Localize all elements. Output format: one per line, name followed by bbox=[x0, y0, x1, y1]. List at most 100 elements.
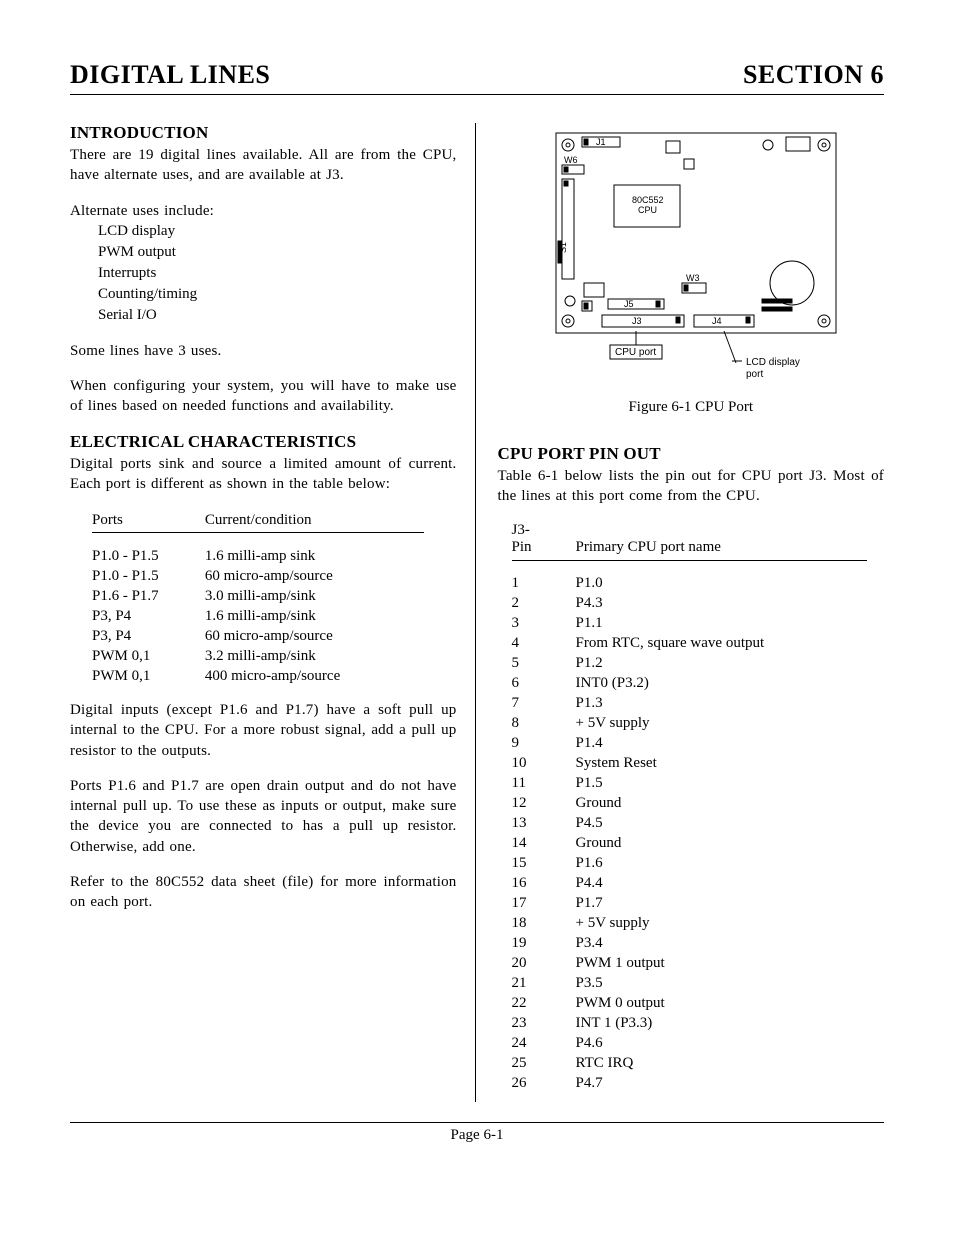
cell-pin: 3 bbox=[512, 614, 576, 634]
col-portname: Primary CPU port name bbox=[576, 522, 868, 561]
cell-pin: 19 bbox=[512, 934, 576, 954]
cell-name: Ground bbox=[576, 834, 868, 854]
table-row: P1.0 - P1.51.6 milli-amp sink bbox=[92, 546, 424, 566]
table-row: 8+ 5V supply bbox=[512, 714, 868, 734]
label-lcd2: port bbox=[746, 369, 763, 380]
cell-pin: 9 bbox=[512, 734, 576, 754]
cell-pin: 13 bbox=[512, 814, 576, 834]
cell-pin: 5 bbox=[512, 654, 576, 674]
cell-name: P1.5 bbox=[576, 774, 868, 794]
alt-uses-intro: Alternate uses include: bbox=[70, 201, 457, 221]
table-row: 15P1.6 bbox=[512, 854, 868, 874]
table-row: 1P1.0 bbox=[512, 574, 868, 594]
cell-pin: 21 bbox=[512, 974, 576, 994]
right-column: J1 W6 80C552 CPU S1 bbox=[476, 123, 885, 1102]
elec-p1: Digital ports sink and source a limited … bbox=[70, 454, 457, 495]
table-row: 12Ground bbox=[512, 794, 868, 814]
cell-current: 1.6 milli-amp/sink bbox=[205, 606, 425, 626]
col-pin: J3- Pin bbox=[512, 522, 576, 561]
cell-port: P3, P4 bbox=[92, 626, 205, 646]
cell-pin: 22 bbox=[512, 994, 576, 1014]
list-item: Serial I/O bbox=[98, 305, 457, 326]
table-row: 6INT0 (P3.2) bbox=[512, 674, 868, 694]
table-row: 20PWM 1 output bbox=[512, 954, 868, 974]
table-row: 26P4.7 bbox=[512, 1074, 868, 1094]
cell-pin: 23 bbox=[512, 1014, 576, 1034]
elec-p2: Digital inputs (except P1.6 and P1.7) ha… bbox=[70, 700, 457, 761]
table-row: 9P1.4 bbox=[512, 734, 868, 754]
cell-name: INT0 (P3.2) bbox=[576, 674, 868, 694]
cell-pin: 2 bbox=[512, 594, 576, 614]
table-row: 14Ground bbox=[512, 834, 868, 854]
table-row: 13P4.5 bbox=[512, 814, 868, 834]
cell-port: P1.6 - P1.7 bbox=[92, 586, 205, 606]
cell-pin: 7 bbox=[512, 694, 576, 714]
intro-p1: There are 19 digital lines available. Al… bbox=[70, 145, 457, 186]
cell-name: P3.4 bbox=[576, 934, 868, 954]
cell-name: P4.3 bbox=[576, 594, 868, 614]
label-j4: J4 bbox=[712, 316, 722, 326]
elec-heading: ELECTRICAL CHARACTERISTICS bbox=[70, 432, 457, 452]
table-row: PWM 0,13.2 milli-amp/sink bbox=[92, 646, 424, 666]
table-row: 19P3.4 bbox=[512, 934, 868, 954]
cell-port: PWM 0,1 bbox=[92, 646, 205, 666]
page-number: Page 6-1 bbox=[451, 1127, 504, 1143]
cell-pin: 16 bbox=[512, 874, 576, 894]
cell-pin: 24 bbox=[512, 1034, 576, 1054]
cell-name: P4.7 bbox=[576, 1074, 868, 1094]
table-row: P3, P460 micro-amp/source bbox=[92, 626, 424, 646]
cell-name: P1.7 bbox=[576, 894, 868, 914]
list-item: Counting/timing bbox=[98, 284, 457, 305]
cell-pin: 17 bbox=[512, 894, 576, 914]
intro-heading: INTRODUCTION bbox=[70, 123, 457, 143]
cell-pin: 10 bbox=[512, 754, 576, 774]
elec-p3: Ports P1.6 and P1.7 are open drain outpu… bbox=[70, 776, 457, 857]
cell-name: INT 1 (P3.3) bbox=[576, 1014, 868, 1034]
cell-name: RTC IRQ bbox=[576, 1054, 868, 1074]
cell-port: PWM 0,1 bbox=[92, 666, 205, 686]
cell-name: PWM 0 output bbox=[576, 994, 868, 1014]
cell-pin: 25 bbox=[512, 1054, 576, 1074]
electrical-table: Ports Current/condition P1.0 - P1.51.6 m… bbox=[92, 509, 424, 686]
table-row: 16P4.4 bbox=[512, 874, 868, 894]
label-w6: W6 bbox=[564, 155, 578, 165]
table-row: 5P1.2 bbox=[512, 654, 868, 674]
elec-p4: Refer to the 80C552 data sheet (file) fo… bbox=[70, 872, 457, 913]
table-row: P1.0 - P1.560 micro-amp/source bbox=[92, 566, 424, 586]
intro-p3: When configuring your system, you will h… bbox=[70, 376, 457, 417]
label-cpu-line2: CPU bbox=[638, 205, 657, 215]
cell-name: P1.0 bbox=[576, 574, 868, 594]
table-row: 2P4.3 bbox=[512, 594, 868, 614]
cell-pin: 15 bbox=[512, 854, 576, 874]
cell-name: P4.6 bbox=[576, 1034, 868, 1054]
page-header: DIGITAL LINES SECTION 6 bbox=[70, 60, 884, 95]
table-row: 10System Reset bbox=[512, 754, 868, 774]
figure-caption: Figure 6-1 CPU Port bbox=[498, 399, 885, 416]
cell-current: 3.0 milli-amp/sink bbox=[205, 586, 425, 606]
cell-pin: 6 bbox=[512, 674, 576, 694]
table-row: 11P1.5 bbox=[512, 774, 868, 794]
table-row: 22PWM 0 output bbox=[512, 994, 868, 1014]
table-row: PWM 0,1400 micro-amp/source bbox=[92, 666, 424, 686]
label-s1: S1 bbox=[558, 242, 568, 253]
label-cpuport: CPU port bbox=[615, 347, 656, 358]
table-row: 17P1.7 bbox=[512, 894, 868, 914]
cell-name: P4.4 bbox=[576, 874, 868, 894]
figure-cpu-port: J1 W6 80C552 CPU S1 bbox=[498, 123, 885, 416]
cell-port: P3, P4 bbox=[92, 606, 205, 626]
cell-name: P1.2 bbox=[576, 654, 868, 674]
cell-name: P3.5 bbox=[576, 974, 868, 994]
cell-name: P4.5 bbox=[576, 814, 868, 834]
list-item: LCD display bbox=[98, 221, 457, 242]
cell-pin: 8 bbox=[512, 714, 576, 734]
table-row: 3P1.1 bbox=[512, 614, 868, 634]
table-row: 21P3.5 bbox=[512, 974, 868, 994]
cell-pin: 4 bbox=[512, 634, 576, 654]
cell-current: 400 micro-amp/source bbox=[205, 666, 425, 686]
cell-name: P1.1 bbox=[576, 614, 868, 634]
cell-pin: 20 bbox=[512, 954, 576, 974]
label-j1: J1 bbox=[596, 137, 606, 147]
pinout-table: J3- Pin Primary CPU port name 1P1.02P4.3… bbox=[512, 522, 868, 1094]
cpuport-p1: Table 6-1 below lists the pin out for CP… bbox=[498, 466, 885, 507]
two-column-layout: INTRODUCTION There are 19 digital lines … bbox=[70, 123, 884, 1102]
